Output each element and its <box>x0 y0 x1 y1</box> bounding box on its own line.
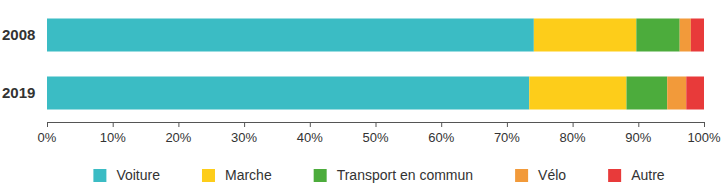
bar-segment <box>534 19 636 52</box>
legend-swatch <box>202 169 215 182</box>
bars <box>47 19 704 110</box>
legend-label: Marche <box>225 167 272 183</box>
tick-label: 90% <box>625 130 651 145</box>
tick-label: 70% <box>494 130 520 145</box>
category-label: 2019 <box>2 84 35 101</box>
tick-mark <box>704 122 705 127</box>
tick-mark <box>178 122 179 127</box>
tick-label: 100% <box>687 130 721 145</box>
legend-swatch <box>314 169 327 182</box>
bar-segment <box>529 77 626 110</box>
bar-segment <box>691 19 704 52</box>
legend: Voiture Marche Transport en commun Vélo Autr… <box>93 167 664 183</box>
tick-label: 60% <box>428 130 454 145</box>
tick-mark <box>376 122 377 127</box>
bar-segment <box>47 19 534 52</box>
bar-segment <box>626 77 667 110</box>
legend-swatch <box>608 169 621 182</box>
bar-segment <box>686 77 704 110</box>
legend-label: Transport en commun <box>337 167 473 183</box>
legend-label: Voiture <box>116 167 160 183</box>
tick-label: 0% <box>38 130 57 145</box>
legend-swatch <box>515 169 528 182</box>
tick-mark <box>573 122 574 127</box>
legend-swatch <box>93 169 106 182</box>
tick-mark <box>638 122 639 127</box>
bar-segment <box>636 19 679 52</box>
tick-mark <box>47 122 48 127</box>
tick-label: 40% <box>297 130 323 145</box>
tick-label: 80% <box>560 130 586 145</box>
tick-label: 30% <box>231 130 257 145</box>
tick-label: 10% <box>100 130 126 145</box>
tick-mark <box>310 122 311 127</box>
bar-segment <box>667 77 686 110</box>
tick-mark <box>507 122 508 127</box>
category-label: 2008 <box>2 26 35 43</box>
chart: 2008 2019 0% 10% 20% 30% 40% 50% 60% 70% 80% 90% 100… <box>0 0 728 190</box>
tick-mark <box>244 122 245 127</box>
bar-segment <box>680 19 691 52</box>
tick-mark <box>113 122 114 127</box>
tick-mark <box>441 122 442 127</box>
bar-segment <box>47 77 529 110</box>
tick-label: 50% <box>362 130 388 145</box>
legend-label: Autre <box>631 167 665 183</box>
legend-label: Vélo <box>538 167 566 183</box>
tick-label: 20% <box>165 130 191 145</box>
